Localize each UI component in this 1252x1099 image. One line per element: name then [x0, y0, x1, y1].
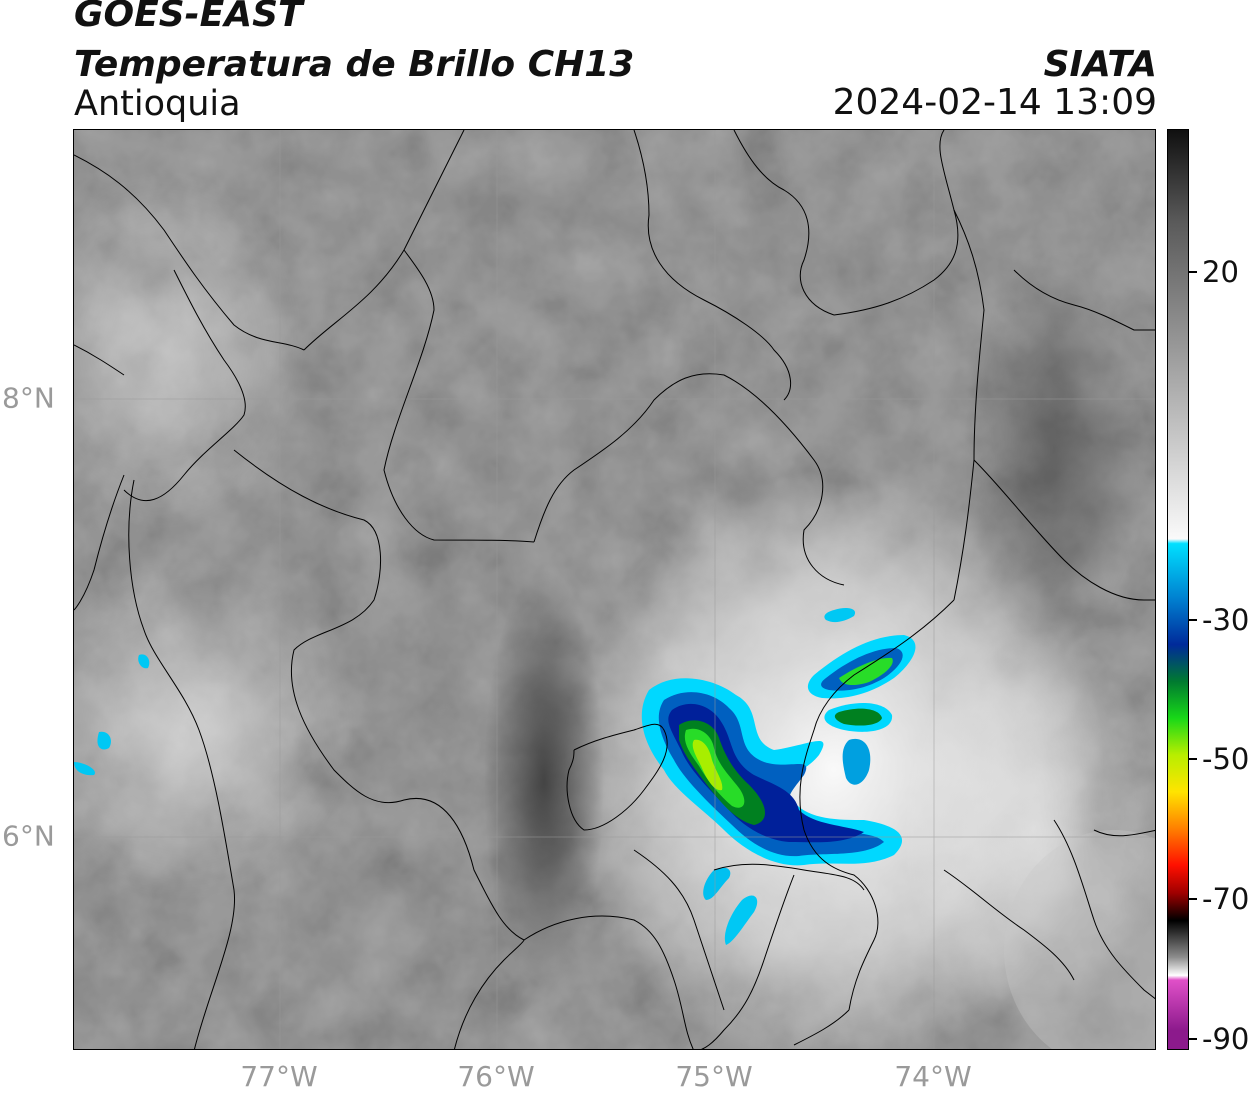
colorbar-label-minus50: -50 — [1202, 742, 1250, 776]
region-label: Antioquia — [74, 84, 241, 124]
colorbar-label-minus90: -90 — [1202, 1022, 1250, 1056]
lon-label-74w: 74°W — [894, 1060, 972, 1093]
colorbar-tick — [1189, 1038, 1197, 1040]
lat-label-6n: 6°N — [2, 819, 55, 853]
lon-label-77w: 77°W — [240, 1060, 318, 1093]
map-subtitle: Temperatura de Brillo CH13 — [74, 44, 635, 85]
colorbar-label-20: 20 — [1202, 255, 1239, 289]
colorbar-tick — [1189, 898, 1197, 900]
map-title: GOES-EAST — [74, 0, 303, 35]
colorbar-label-minus70: -70 — [1202, 882, 1250, 916]
datetime-label: 2024-02-14 13:09 — [832, 82, 1157, 123]
lon-label-75w: 75°W — [675, 1060, 753, 1093]
satellite-map[interactable] — [73, 129, 1156, 1050]
colorbar-label-minus30: -30 — [1202, 603, 1250, 637]
colorbar-tick — [1189, 271, 1197, 273]
lon-label-76w: 76°W — [457, 1060, 535, 1093]
colorbar — [1167, 129, 1189, 1050]
colorbar-tick — [1189, 758, 1197, 760]
graticule — [74, 130, 1155, 1049]
colorbar-tick — [1189, 619, 1197, 621]
boundary-lines — [74, 130, 1155, 1049]
lat-label-8n: 8°N — [2, 381, 55, 415]
satellite-map-image — [74, 130, 1155, 1049]
organization-label: SIATA — [1043, 44, 1157, 85]
